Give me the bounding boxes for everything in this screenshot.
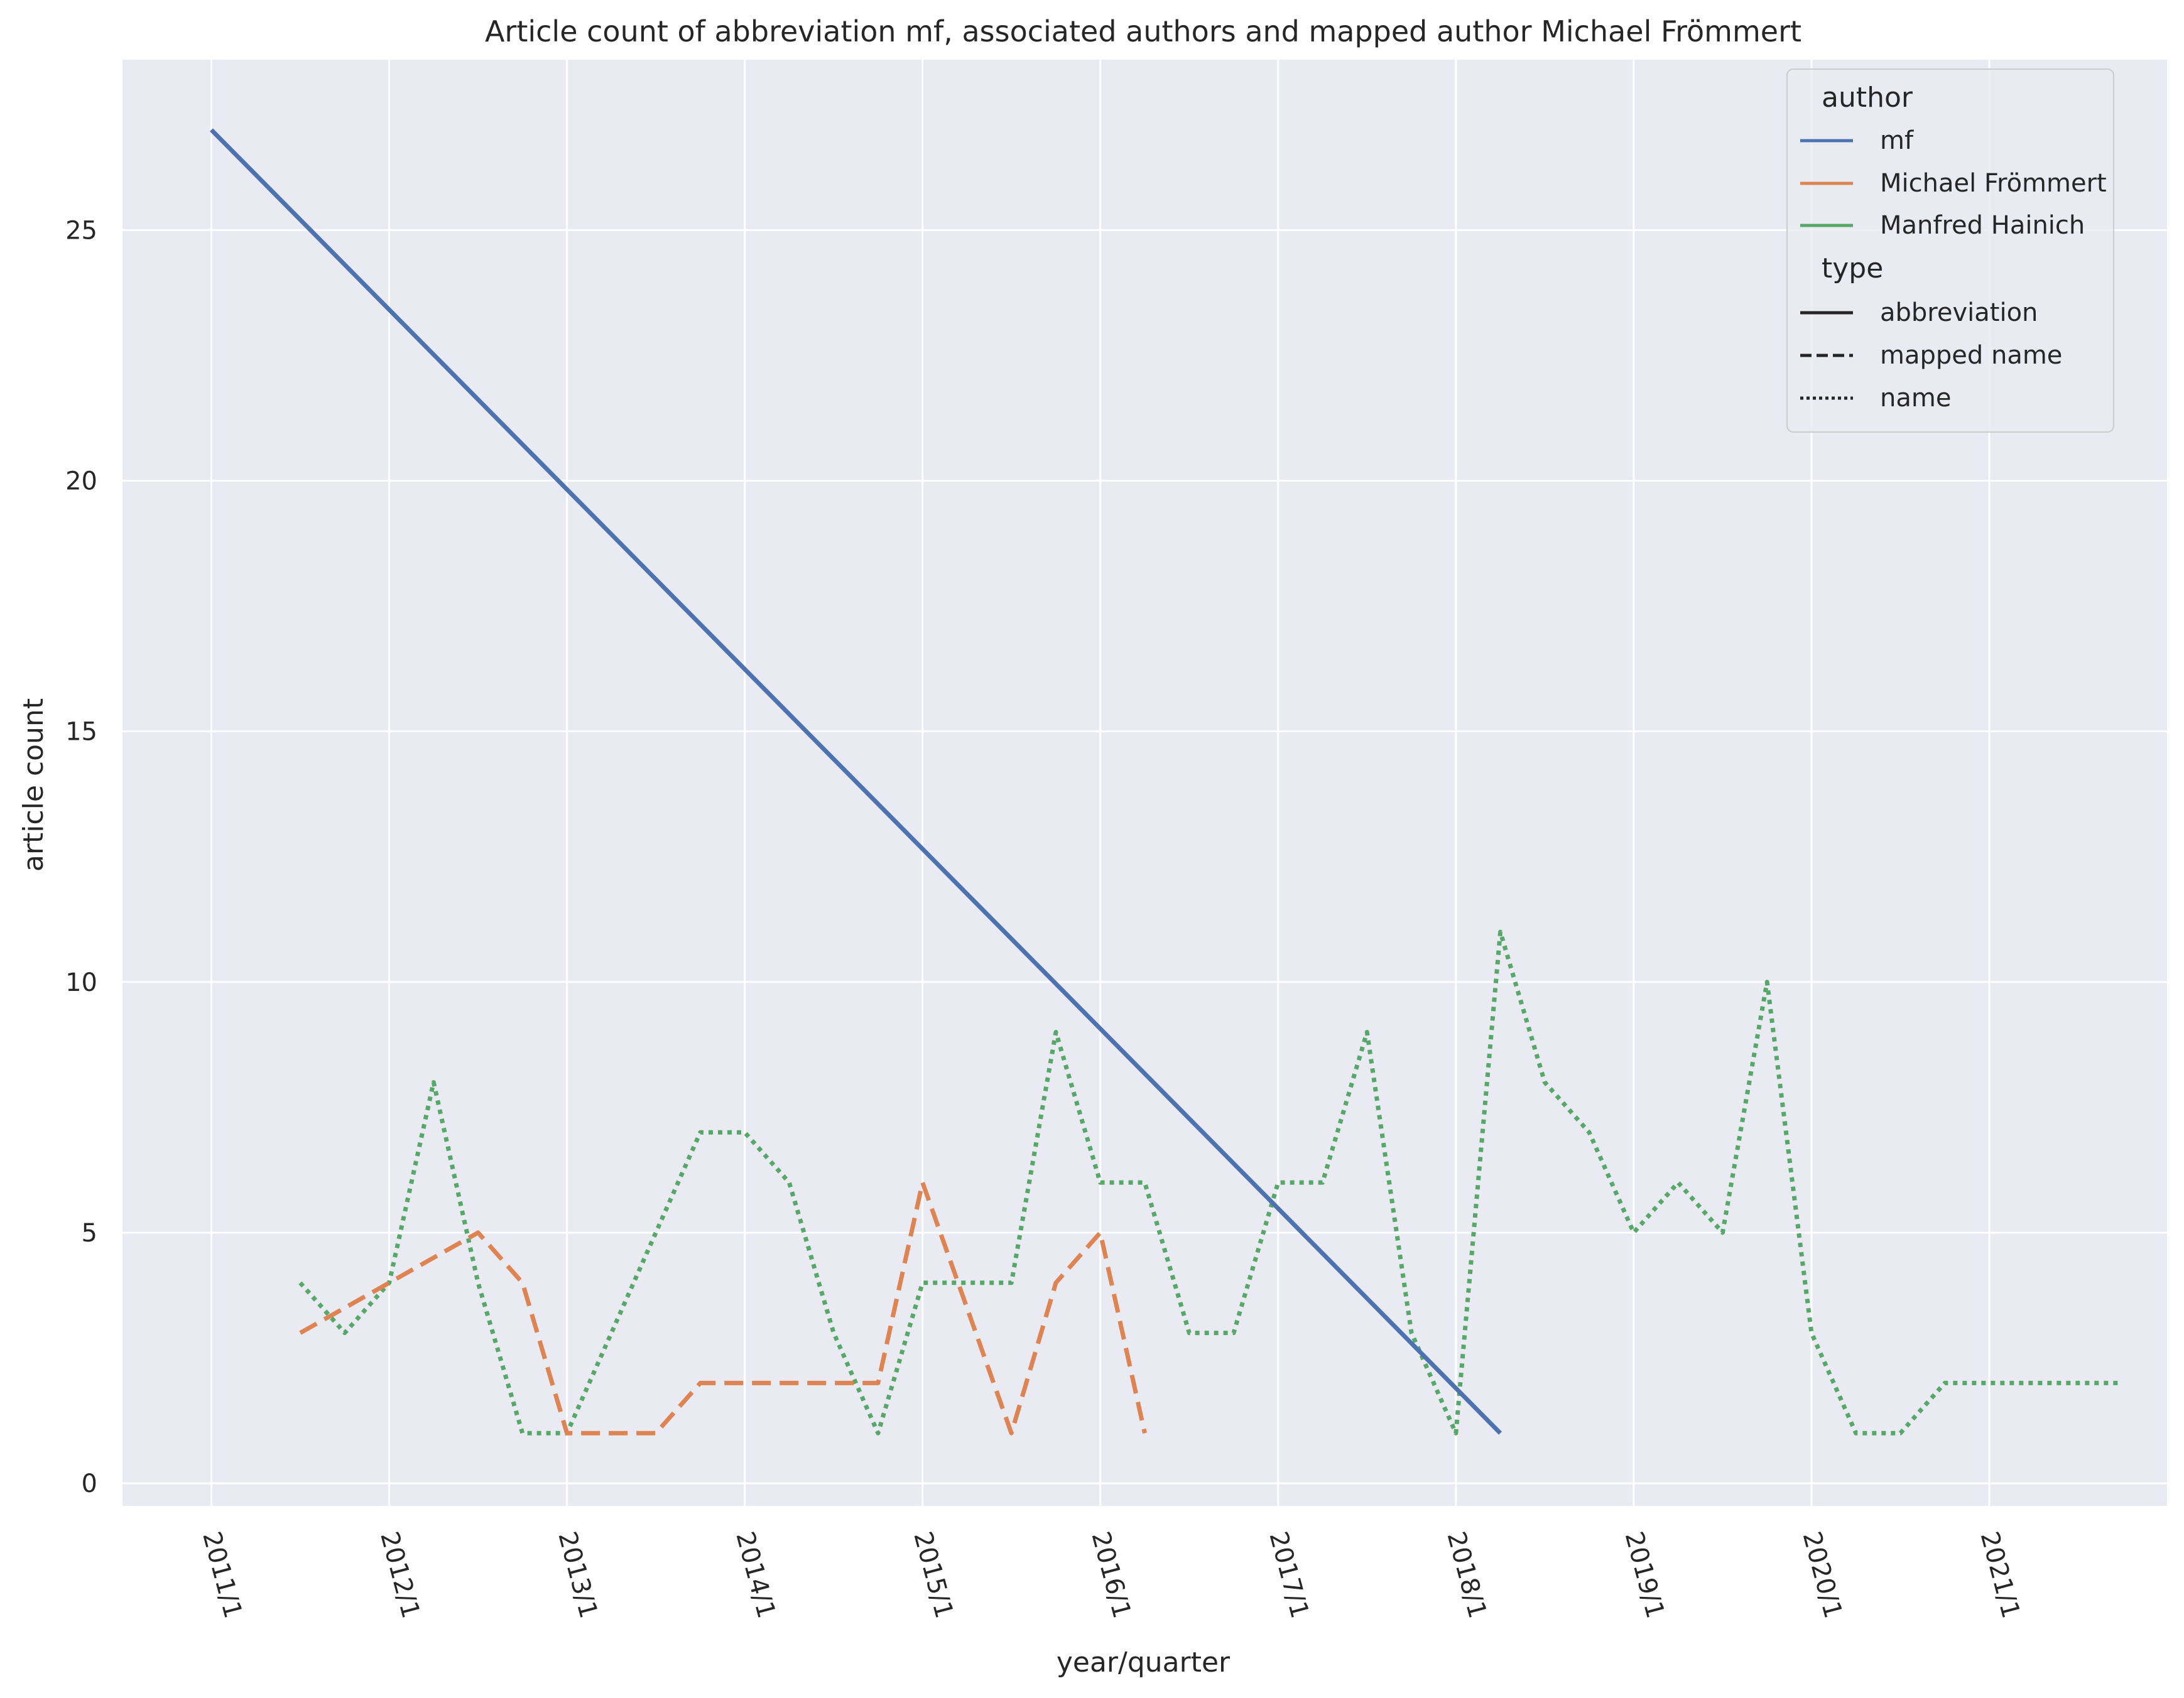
legend-label-mf: mf <box>1880 126 1914 155</box>
y-tick-label: 0 <box>82 1469 97 1498</box>
legend: author mf Michael Frömmert Manfred Haini… <box>1786 68 2114 433</box>
x-tick-label: 2016/1 <box>1085 1528 1136 1621</box>
y-tick-label: 15 <box>65 718 97 747</box>
y-tick-label: 20 <box>65 467 97 496</box>
x-tick-label: 2012/1 <box>374 1528 425 1621</box>
x-tick-label: 2015/1 <box>908 1528 959 1621</box>
legend-author-title: author <box>1822 82 1913 114</box>
grid-lines <box>122 60 2167 1506</box>
legend-type-title: type <box>1822 252 1883 284</box>
legend-label-name: name <box>1880 384 1951 413</box>
legend-label-abbreviation: abbreviation <box>1880 298 2038 327</box>
x-tick-label: 2019/1 <box>1619 1528 1670 1621</box>
x-tick-label: 2021/1 <box>1975 1528 2026 1621</box>
x-axis-label: year/quarter <box>1057 1647 1231 1679</box>
series-layer <box>210 128 2123 1436</box>
x-tick-label: 2017/1 <box>1263 1528 1314 1621</box>
x-tick-label: 2020/1 <box>1797 1528 1848 1621</box>
legend-box <box>1786 68 2114 433</box>
legend-label-manfred-hainich: Manfred Hainich <box>1880 211 2085 240</box>
y-tick-label: 10 <box>65 968 97 997</box>
x-tick-label: 2014/1 <box>730 1528 781 1621</box>
series-line-michael-fr-mmert <box>299 1180 1147 1436</box>
y-axis-label: article count <box>18 698 50 872</box>
chart-title: Article count of abbreviation mf, associ… <box>485 14 1801 48</box>
legend-label-mapped-name: mapped name <box>1880 341 2062 370</box>
legend-label-michael-frommert: Michael Frömmert <box>1880 169 2107 198</box>
y-tick-label: 5 <box>82 1219 97 1248</box>
x-tick-label: 2013/1 <box>552 1528 603 1621</box>
y-tick-label: 25 <box>65 216 97 245</box>
x-tick-label: 2011/1 <box>197 1528 247 1621</box>
x-tick-label: 2018/1 <box>1442 1528 1492 1621</box>
series-line-mf <box>210 128 1502 1435</box>
